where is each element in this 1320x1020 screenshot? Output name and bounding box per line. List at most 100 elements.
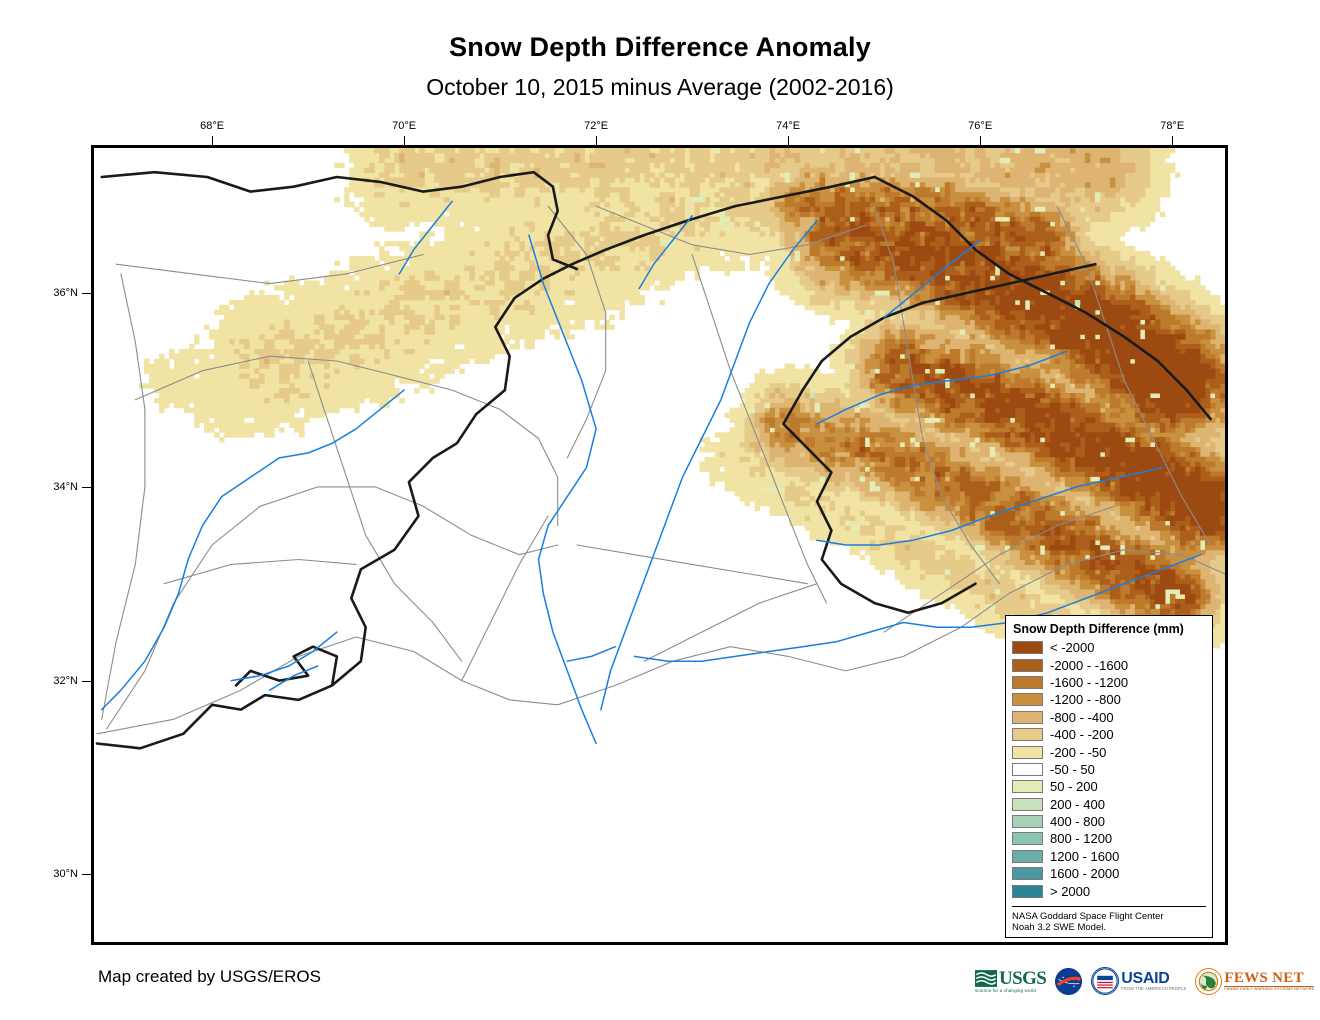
basin-boundary-inner-c — [461, 515, 549, 682]
legend-label: -1200 - -800 — [1050, 692, 1121, 708]
legend-entry: > 2000 — [1012, 882, 1206, 899]
x-axis-label: 70°E — [392, 120, 417, 132]
basin-boundary-nw — [115, 253, 424, 285]
legend-label: -50 - 50 — [1050, 761, 1095, 777]
border-afghanistan-pakistan-south — [95, 645, 339, 750]
x-axis-tick — [788, 136, 790, 145]
river-helmand-lower — [100, 592, 180, 711]
x-axis-tick — [980, 136, 982, 145]
legend-entry: -1600 - -1200 — [1012, 674, 1206, 691]
raster-class-9c4a11 — [819, 206, 1225, 610]
map-vectors — [95, 170, 1225, 750]
y-axis-label: 36°N — [53, 287, 78, 300]
river-helmand-upper — [177, 457, 281, 595]
x-axis-tick — [1172, 136, 1174, 145]
legend-swatch — [1012, 884, 1043, 898]
usgs-logo[interactable]: USGS science for a changing world — [975, 964, 1047, 998]
usgs-wave-icon — [975, 969, 997, 987]
map-legend[interactable]: Snow Depth Difference (mm) < -2000 -2000 … — [1005, 615, 1213, 938]
river-kabul-indus-west — [528, 234, 597, 745]
legend-entry: 1200 - 1600 — [1012, 848, 1206, 865]
river-kabul-upper — [278, 389, 405, 459]
nasa-meatball-graphic — [1055, 967, 1083, 995]
page-subtitle: October 10, 2015 minus Average (2002-201… — [426, 74, 894, 100]
legend-label: -800 - -400 — [1050, 709, 1114, 725]
page-title: Snow Depth Difference Anomaly — [449, 32, 871, 62]
legend-label: 1600 - 2000 — [1050, 866, 1120, 882]
fews-tagline: FAMINE EARLY WARNING SYSTEMS NETWORK — [1224, 987, 1315, 992]
usaid-logo[interactable]: USAID FROM THE AMERICAN PEOPLE — [1091, 964, 1186, 998]
x-axis-tick — [596, 136, 598, 145]
logo-strip: USGS science for a changing world — [975, 962, 1315, 1000]
legend-label: < -2000 — [1050, 640, 1095, 656]
legend-footnote-line1: NASA Goddard Space Flight Center — [1012, 910, 1164, 922]
fews-globe-icon — [1195, 967, 1223, 995]
map-frame[interactable] — [91, 145, 1228, 945]
border-afghanistan-tajikistan — [100, 170, 579, 271]
border-china-pakistan — [873, 175, 1212, 421]
legend-entries: < -2000 -2000 - -1600 -1600 - -1200 -1200 -… — [1012, 639, 1206, 900]
legend-swatch — [1012, 675, 1043, 689]
x-axis-label: 76°E — [968, 120, 993, 132]
nasa-logo[interactable] — [1055, 964, 1083, 998]
legend-label: 50 - 200 — [1050, 779, 1098, 795]
legend-entry: 800 - 1200 — [1012, 830, 1206, 847]
x-axis-label: 68°E — [200, 120, 225, 132]
raster-class-ac5f1b — [789, 187, 1225, 624]
usaid-wordmark: USAID — [1121, 970, 1170, 987]
legend-label: -400 - -200 — [1050, 727, 1114, 743]
river-ravi — [902, 553, 1202, 629]
basin-boundary-chitral — [547, 205, 607, 459]
basin-boundary-east — [1056, 205, 1212, 546]
usgs-wordmark: USGS — [999, 967, 1047, 989]
legend-footnote: NASA Goddard Space Flight Center Noah 3.… — [1012, 905, 1206, 934]
y-axis-label: 30°N — [53, 868, 78, 881]
usaid-tagline: FROM THE AMERICAN PEOPLE — [1121, 986, 1187, 991]
legend-label: 200 - 400 — [1050, 796, 1105, 812]
basin-boundary-jhelum — [691, 253, 828, 604]
legend-label: -1600 - -1200 — [1050, 674, 1129, 690]
legend-entry: -200 - -50 — [1012, 743, 1206, 760]
legend-entry: < -2000 — [1012, 639, 1206, 656]
x-axis-label: 78°E — [1160, 120, 1185, 132]
fews-wordmark: FEWS NET — [1224, 969, 1304, 986]
y-axis-tick — [82, 486, 91, 488]
x-axis-tick — [212, 136, 214, 145]
legend-swatch — [1012, 728, 1043, 742]
legend-footnote-line2: Noah 3.2 SWE Model. — [1012, 922, 1106, 934]
legend-swatch — [1012, 745, 1043, 759]
legend-swatch — [1012, 867, 1043, 881]
legend-title: Snow Depth Difference (mm) — [1013, 622, 1184, 636]
river-indus-main — [600, 219, 818, 711]
legend-entry: 50 - 200 — [1012, 778, 1206, 795]
raster-class-bd7a2c — [764, 177, 1225, 624]
fews-rule — [1224, 985, 1315, 988]
legend-swatch — [1012, 762, 1043, 776]
basin-boundary-kabul — [134, 355, 559, 527]
legend-entry: -2000 - -1600 — [1012, 656, 1206, 673]
river-hunza — [883, 239, 981, 319]
y-axis-label: 32°N — [53, 674, 78, 687]
x-axis-label: 72°E — [584, 120, 609, 132]
basin-boundary-west — [101, 273, 146, 720]
legend-swatch — [1012, 849, 1043, 863]
x-axis-tick — [404, 136, 406, 145]
border-kashmir-north — [782, 262, 1097, 426]
basin-boundary-helmand — [105, 486, 559, 730]
legend-label: -2000 - -1600 — [1050, 657, 1129, 673]
legend-swatch — [1012, 780, 1043, 794]
fews-net-logo[interactable]: FEWS NET FAMINE EARLY WARNING SYSTEMS NE… — [1195, 964, 1315, 998]
x-axis-label: 74°E — [776, 120, 801, 132]
legend-label: > 2000 — [1050, 883, 1091, 899]
basin-boundary-upper-indus — [874, 205, 1000, 585]
river-zhob — [268, 665, 319, 691]
legend-entry: 200 - 400 — [1012, 796, 1206, 813]
legend-entry: -50 - 50 — [1012, 761, 1206, 778]
river-shyok-indus — [816, 350, 1068, 425]
river-sutlej-lower — [633, 621, 905, 662]
usaid-seal-graphic — [1092, 968, 1118, 994]
raster-class-c9913f — [759, 148, 1225, 629]
usgs-tagline: science for a changing world — [975, 987, 1037, 993]
river-gomal — [230, 631, 338, 682]
fews-globe-graphic — [1197, 969, 1221, 993]
